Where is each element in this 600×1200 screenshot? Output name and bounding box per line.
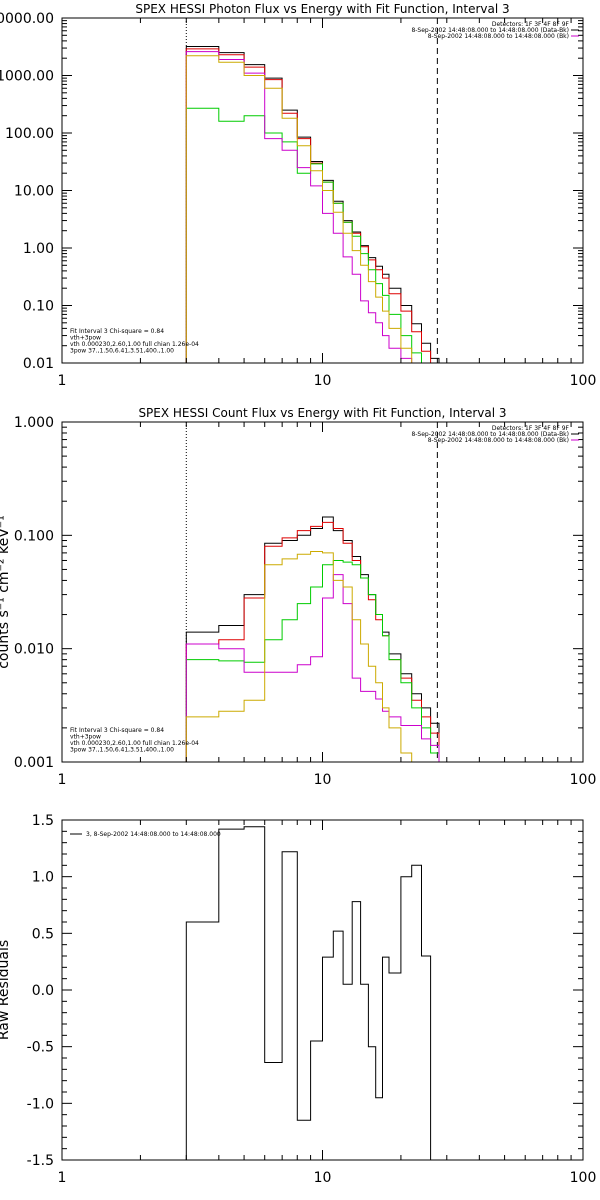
- legend-entry: 3, 8-Sep-2002 14:48:08.000 to 14:48:08.0…: [86, 831, 221, 838]
- series-line: [185, 51, 413, 363]
- panel-1: [61, 17, 584, 364]
- y-tick-label: 0.001: [14, 755, 54, 771]
- x-tick-label: 10: [314, 1170, 332, 1186]
- x-tick-label: 100: [570, 1170, 597, 1186]
- x-tick-label: 100: [570, 772, 597, 788]
- y-tick-label: 1.00: [23, 241, 54, 257]
- x-tick-label: 1: [58, 373, 67, 389]
- series-line: [185, 574, 440, 762]
- y-tick-label: 1.5: [32, 813, 54, 829]
- series-line: [185, 826, 439, 1160]
- y-tick-label: 1000.00: [0, 69, 54, 85]
- x-tick-label: 10: [314, 772, 332, 788]
- header-text: 8-Sep-2002 14:48:08.000 to 14:48:08.000 …: [411, 27, 569, 34]
- plot-frame: [61, 421, 584, 763]
- y-tick-label: 0000.00: [0, 11, 54, 27]
- y-tick-label: -1.0: [27, 1096, 54, 1112]
- panel-3: [61, 819, 584, 1161]
- legend-entry: Fit Interval 3 Chi-square = 0.84: [70, 727, 164, 734]
- y-tick-label: 10.00: [14, 184, 54, 200]
- y-tick-label: -1.5: [27, 1153, 54, 1169]
- y-tick-label: 0.100: [14, 528, 54, 544]
- y-tick-label: 1.000: [14, 415, 54, 431]
- y-tick-label: 1.0: [32, 870, 54, 886]
- panel-2: [61, 421, 584, 763]
- y-tick-label: 0.010: [14, 642, 54, 658]
- y-tick-label: 0.10: [23, 299, 54, 315]
- y-tick-label: 0.0: [32, 983, 54, 999]
- y-axis-label: counts s⁻¹ cm⁻² keV⁻¹: [0, 515, 12, 669]
- legend-entry: 3pow 37.,1.50,6.41,3.51,400.,1.00: [70, 348, 174, 355]
- legend-entry: 3pow 37.,1.50,6.41,3.51,400.,1.00: [70, 747, 174, 754]
- header-text: 8-Sep-2002 14:48:08.000 to 14:48:08.000 …: [428, 437, 569, 444]
- legend-entry: vth+3pow: [70, 335, 101, 342]
- x-tick-label: 1: [58, 1170, 67, 1186]
- header-text: Detectors: 1F 3F 4F 8F 9F: [492, 21, 570, 28]
- y-tick-label: -0.5: [27, 1040, 54, 1056]
- y-tick-label: 0.01: [23, 356, 54, 372]
- legend-entry: vth 0.000230,2.60,1.00 full chian 1.26e-…: [70, 740, 199, 747]
- legend-entry: vth 0.000230,2.60,1.00 full chian 1.26e-…: [70, 341, 199, 348]
- chart-title: SPEX HESSI Photon Flux vs Energy with Fi…: [135, 2, 509, 16]
- legend-entry: Fit Interval 3 Chi-square = 0.84: [70, 328, 164, 335]
- series-line: [185, 551, 413, 762]
- x-tick-label: 100: [570, 373, 597, 389]
- header-text: 8-Sep-2002 14:48:08.000 to 14:48:08.000 …: [428, 33, 569, 40]
- header-text: 8-Sep-2002 14:48:08.000 to 14:48:08.000 …: [411, 431, 569, 438]
- chart-title: SPEX HESSI Count Flux vs Energy with Fit…: [138, 406, 506, 420]
- series-line: [185, 521, 440, 762]
- y-axis-label: Raw Residuals: [0, 940, 12, 1040]
- y-tick-label: 100.00: [5, 126, 54, 142]
- series-line: [185, 55, 422, 363]
- x-tick-label: 1: [58, 772, 67, 788]
- x-tick-label: 10: [314, 373, 332, 389]
- header-text: Detectors: 1F 3F 4F 8F 9F: [492, 425, 570, 432]
- legend-entry: vth+3pow: [70, 734, 101, 741]
- y-tick-label: 0.5: [32, 926, 54, 942]
